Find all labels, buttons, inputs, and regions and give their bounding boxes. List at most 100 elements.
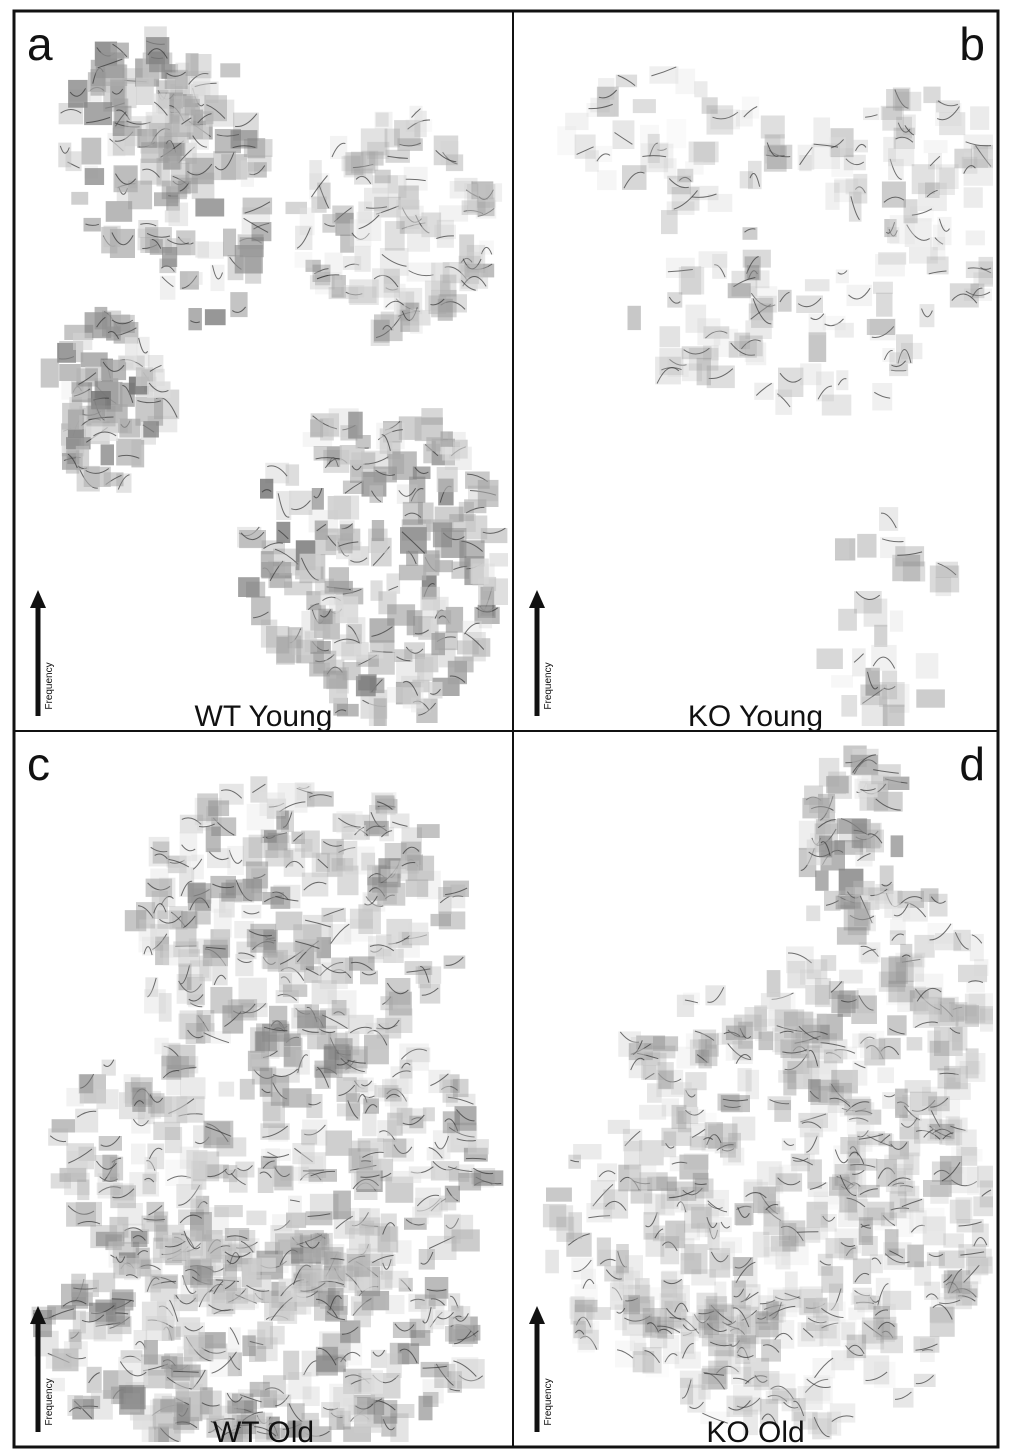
spectrogram-thumb: [874, 625, 887, 647]
spectrogram-thumb: [628, 306, 641, 330]
spectrogram-thumb: [433, 522, 452, 547]
spectrogram-thumb: [699, 251, 728, 267]
spectrogram-thumb: [110, 229, 135, 258]
spectrogram-thumb: [920, 304, 935, 327]
spectrogram-thumb: [303, 1241, 321, 1262]
spectrogram-thumb: [965, 1006, 993, 1024]
spectrogram-thumb: [446, 607, 463, 633]
spectrogram-thumb: [214, 1205, 243, 1217]
spectrogram-thumb: [169, 1327, 181, 1340]
spectrogram-thumb: [871, 764, 901, 784]
spectrogram-thumb: [195, 199, 224, 217]
spectrogram-thumb: [180, 1147, 199, 1169]
spectrogram-thumb: [358, 904, 381, 934]
spectrogram-thumb: [260, 479, 273, 499]
spectrogram-thumb: [690, 1136, 706, 1150]
spectrogram-thumb: [608, 1120, 630, 1134]
spectrogram-thumb: [852, 1034, 868, 1049]
spectrogram-thumb: [819, 1039, 848, 1059]
spectrogram-thumb: [471, 559, 489, 584]
panel-label: KO Old: [706, 1416, 804, 1449]
frequency-axis-label: Frequency: [44, 1378, 55, 1425]
spectrogram-thumb: [948, 1028, 962, 1042]
spectrogram-thumb: [729, 1027, 743, 1041]
spectrogram-thumb: [204, 1121, 234, 1149]
spectrogram-thumb: [283, 1351, 299, 1380]
spectrogram-thumb: [297, 1010, 326, 1028]
spectrogram-thumb: [681, 266, 701, 295]
spectrogram-thumb: [846, 179, 867, 195]
spectrogram-thumb: [421, 1305, 433, 1333]
spectrogram-thumb: [258, 1168, 274, 1193]
spectrogram-thumb: [806, 906, 820, 922]
spectrogram-thumb: [277, 636, 302, 663]
spectrogram-thumb: [401, 676, 420, 704]
spectrogram-thumb: [849, 192, 862, 222]
spectrogram-thumb: [421, 1362, 449, 1377]
spectrogram-thumb: [746, 343, 766, 366]
spectrogram-thumb: [586, 1307, 611, 1320]
spectrogram-thumb: [188, 882, 206, 903]
spectrogram-thumb: [212, 958, 228, 985]
spectrogram-thumb: [197, 1010, 215, 1032]
spectrogram-thumb: [144, 1340, 158, 1364]
spectrogram-thumb: [907, 1037, 923, 1050]
spectrogram-thumb: [362, 1113, 376, 1137]
spectrogram-thumb: [113, 1310, 130, 1327]
spectrogram-thumb: [268, 833, 288, 851]
spectrogram-thumb: [95, 307, 108, 330]
spectrogram-thumb: [639, 1140, 663, 1165]
spectrogram-thumb: [838, 609, 857, 631]
spectrogram-thumb: [154, 192, 178, 206]
spectrogram-thumb: [568, 1212, 582, 1239]
spectrogram-thumb: [575, 135, 596, 159]
spectrogram-thumb: [418, 966, 431, 989]
spectrogram-thumb: [435, 560, 453, 572]
frequency-axis-label: Frequency: [543, 662, 554, 709]
spectrogram-thumb: [131, 1144, 146, 1165]
spectrogram-thumb: [301, 831, 320, 858]
spectrogram-thumb: [847, 1335, 866, 1359]
spectrogram-thumb: [392, 1171, 421, 1183]
spectrogram-thumb: [116, 439, 141, 466]
spectrogram-thumb: [407, 227, 430, 252]
spectrogram-thumb: [835, 539, 849, 560]
spectrogram-thumb: [764, 1201, 781, 1214]
spectrogram-thumb: [316, 1347, 338, 1376]
spectrogram-thumb: [890, 930, 906, 945]
spectrogram-thumb: [629, 1049, 647, 1078]
spectrogram-thumb: [800, 363, 821, 385]
spectrogram-thumb: [871, 1047, 884, 1059]
spectrogram-thumb: [904, 1153, 920, 1176]
spectrogram-thumb: [882, 182, 906, 208]
spectrogram-thumb: [914, 1374, 936, 1387]
spectrogram-thumb: [140, 159, 161, 185]
spectrogram-thumb: [738, 1068, 752, 1091]
spectrogram-thumb: [246, 1211, 266, 1226]
spectrogram-thumb: [406, 880, 429, 897]
spectrogram-thumb: [879, 682, 905, 707]
spectrogram-thumb: [853, 1061, 868, 1086]
spectrogram-thumb: [837, 927, 867, 945]
spectrogram-thumb: [678, 1111, 691, 1132]
spectrogram-thumb: [448, 661, 467, 684]
spectrogram-thumb: [964, 135, 993, 150]
spectrogram-thumb: [742, 97, 759, 119]
spectrogram-thumb: [888, 148, 914, 166]
spectrogram-thumb: [765, 135, 780, 164]
spectrogram-thumb: [431, 914, 452, 926]
spectrogram-thumb: [706, 1190, 729, 1216]
spectrogram-thumb: [371, 320, 390, 347]
spectrogram-thumb: [85, 168, 104, 185]
spectrogram-thumb: [328, 990, 357, 1018]
spectrogram-thumb: [246, 862, 268, 889]
spectrogram-thumb: [883, 1291, 912, 1310]
spectrogram-thumb: [144, 989, 166, 1013]
spectrogram-thumb: [839, 1238, 857, 1260]
spectrogram-thumb: [847, 285, 873, 306]
spectrogram-thumb: [175, 1382, 189, 1402]
spectrogram-thumb: [437, 467, 458, 492]
spectrogram-thumb: [319, 1331, 340, 1346]
spectrogram-thumb: [147, 1144, 164, 1170]
